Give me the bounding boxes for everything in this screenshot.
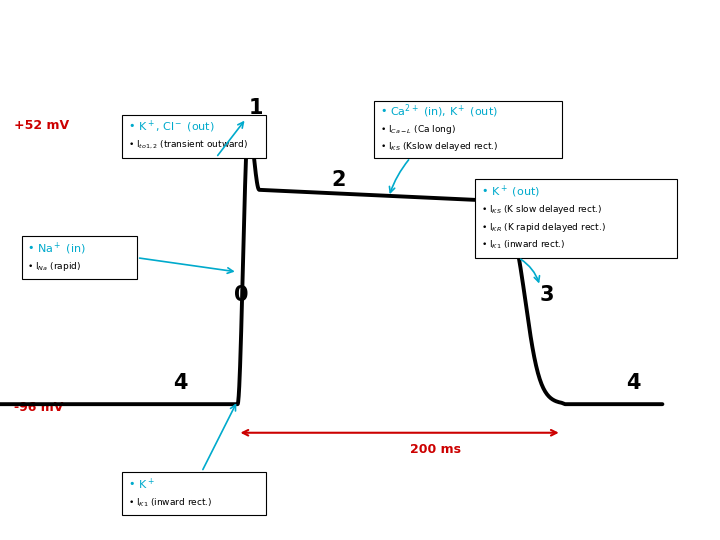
Text: • I$_{Ca-L}$ (Ca long): • I$_{Ca-L}$ (Ca long) [380,123,456,136]
Text: • K$^+$: • K$^+$ [128,477,155,492]
Text: 1: 1 [248,98,263,118]
Text: 200 ms: 200 ms [410,443,461,456]
Text: • I$_{K1}$ (inward rect.): • I$_{K1}$ (inward rect.) [481,239,565,252]
Text: • I$_{KS}$ (K slow delayed rect.): • I$_{KS}$ (K slow delayed rect.) [481,203,603,216]
Text: +52 mV: +52 mV [14,119,70,132]
Text: • Ca$^{2+}$ (in), K$^+$ (out): • Ca$^{2+}$ (in), K$^+$ (out) [380,103,498,120]
Text: 4: 4 [173,374,187,394]
Text: 3: 3 [540,285,554,305]
FancyBboxPatch shape [475,179,677,258]
Text: • I$_{KS}$ (Kslow delayed rect.): • I$_{KS}$ (Kslow delayed rect.) [380,140,499,153]
FancyBboxPatch shape [374,100,562,158]
Text: • K$^+$, Cl$^-$ (out): • K$^+$, Cl$^-$ (out) [128,119,215,136]
Text: • I$_{K1}$ (inward rect.): • I$_{K1}$ (inward rect.) [128,496,212,509]
FancyBboxPatch shape [22,237,137,279]
Text: Cardiac Contractile Cell AP: Cardiac Contractile Cell AP [87,16,633,49]
Text: 4: 4 [626,374,641,394]
Text: • I$_{KR}$ (K rapid delayed rect.): • I$_{KR}$ (K rapid delayed rect.) [481,221,606,234]
Text: • I$_{Na}$ (rapid): • I$_{Na}$ (rapid) [27,260,81,273]
Text: • I$_{to1,2}$ (transient outward): • I$_{to1,2}$ (transient outward) [128,139,248,151]
Text: 0: 0 [234,285,248,305]
Text: 2: 2 [331,170,346,190]
Text: -96 mV: -96 mV [14,401,64,414]
Text: • K$^+$ (out): • K$^+$ (out) [481,184,540,200]
Text: • Na$^+$ (in): • Na$^+$ (in) [27,241,86,257]
FancyBboxPatch shape [122,115,266,158]
FancyBboxPatch shape [122,472,266,515]
